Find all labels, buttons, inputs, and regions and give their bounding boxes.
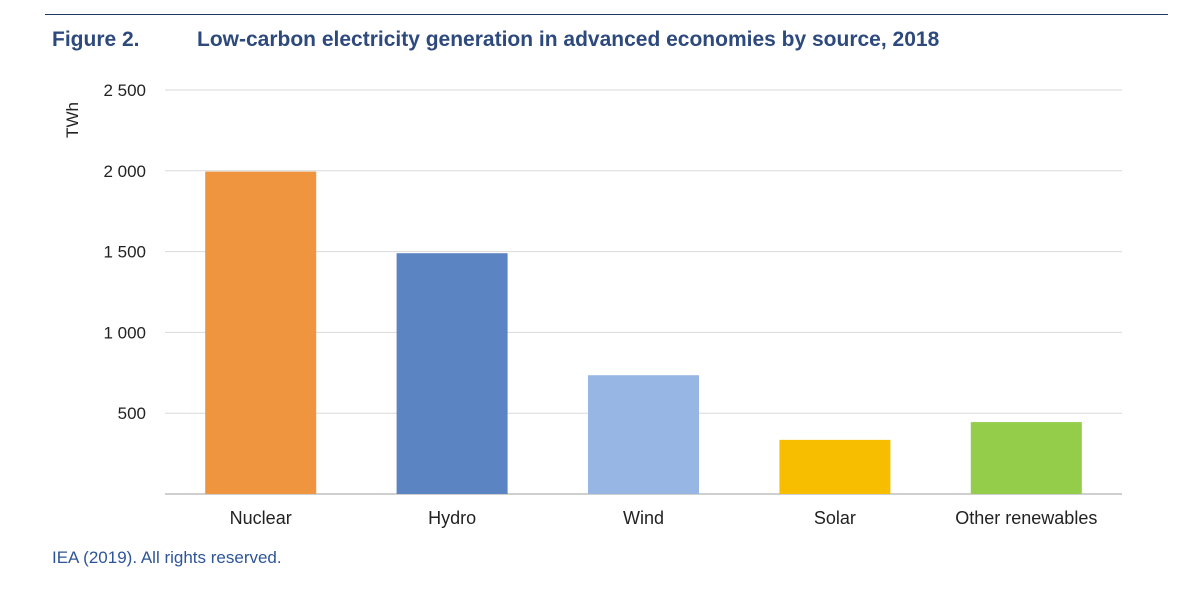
bar-wind xyxy=(587,375,700,494)
bars xyxy=(205,171,1082,494)
y-tick-label: 1 500 xyxy=(103,243,146,262)
bar-solar xyxy=(779,439,891,494)
x-tick-label: Nuclear xyxy=(230,508,292,528)
x-tick-label: Other renewables xyxy=(955,508,1097,528)
x-tick-label: Solar xyxy=(814,508,856,528)
axis-labels: 500 1 000 1 500 2 000 2 500 TWh Nuclear Hydro Wi… xyxy=(63,81,1097,528)
figure-label: Figure 2. xyxy=(52,28,140,51)
bar-other-renewables xyxy=(970,422,1082,494)
bar-hydro xyxy=(396,253,508,494)
source-note: IEA (2019). All rights reserved. xyxy=(52,548,282,567)
y-axis-title: TWh xyxy=(63,102,82,138)
y-tick-label: 1 000 xyxy=(103,323,146,342)
y-tick-label: 2 500 xyxy=(103,81,146,100)
top-rule xyxy=(45,14,1168,15)
x-tick-label: Hydro xyxy=(428,508,476,528)
y-tick-label: 2 000 xyxy=(103,162,146,181)
x-tick-label: Wind xyxy=(623,508,664,528)
y-tick-label: 500 xyxy=(118,404,146,423)
figure-title: Low-carbon electricity generation in adv… xyxy=(197,28,940,51)
bar-nuclear xyxy=(205,171,317,494)
